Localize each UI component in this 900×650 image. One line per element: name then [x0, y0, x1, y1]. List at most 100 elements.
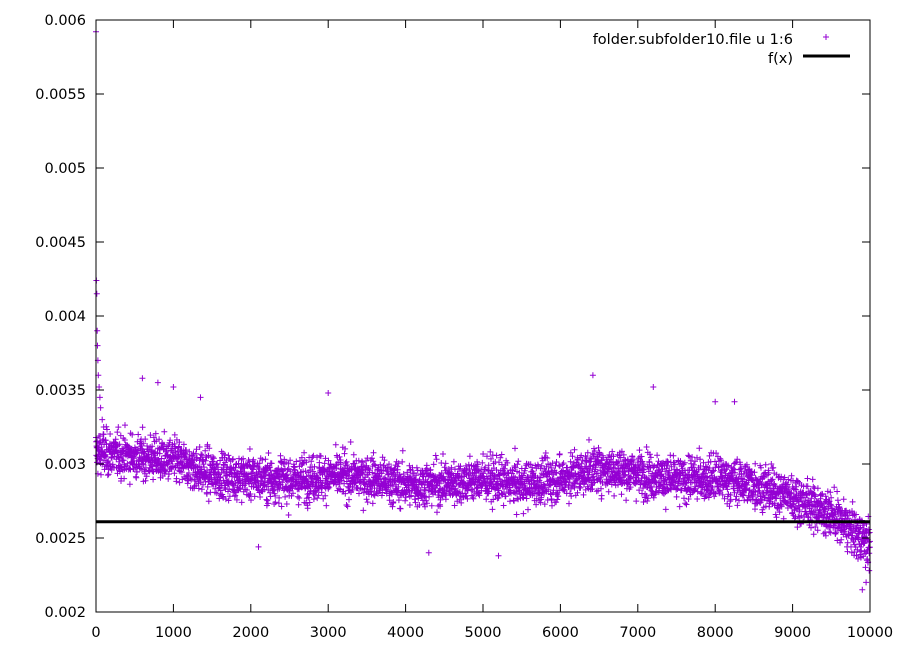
scatter-point	[866, 567, 873, 574]
scatter-point	[232, 461, 239, 468]
scatter-point	[697, 463, 704, 469]
scatter-point	[614, 461, 621, 467]
scatter-point	[556, 462, 562, 469]
scatter-point	[768, 461, 775, 467]
scatter-point	[246, 446, 253, 452]
x-tick-label: 0	[91, 625, 100, 641]
scatter-point	[527, 461, 534, 468]
scatter-point	[285, 460, 292, 467]
scatter-point	[814, 485, 821, 492]
scatter-point	[276, 485, 283, 492]
scatter-point	[150, 468, 157, 475]
scatter-point	[574, 489, 581, 496]
scatter-point	[706, 465, 713, 471]
scatter-point	[317, 453, 324, 460]
scatter-point	[438, 470, 445, 476]
scatter-point	[633, 498, 640, 505]
scatter-point	[105, 471, 112, 478]
scatter-point	[313, 488, 320, 495]
scatter-point	[589, 372, 596, 379]
scatter-point	[344, 462, 351, 468]
scatter-point	[206, 445, 213, 452]
scatter-point	[620, 451, 627, 458]
scatter-point	[803, 491, 810, 498]
scatter-point	[295, 501, 302, 508]
scatter-point	[412, 499, 419, 506]
scatter-point	[222, 496, 229, 503]
scatter-point	[702, 463, 709, 470]
scatter-point	[282, 493, 289, 500]
scatter-point	[164, 461, 171, 468]
legend: folder.subfolder10.file u 1:6 f(x)	[593, 32, 850, 67]
scatter-point	[433, 456, 440, 463]
scatter-point	[731, 469, 738, 476]
scatter-point	[267, 467, 274, 474]
scatter-point	[400, 471, 407, 477]
scatter-point	[447, 474, 454, 481]
scatter-point	[272, 492, 279, 499]
scatter-point	[731, 489, 738, 496]
scatter-point	[223, 457, 230, 463]
scatter-point	[372, 462, 379, 469]
scatter-point	[381, 457, 388, 464]
scatter-point	[109, 461, 116, 468]
scatter-point	[325, 390, 332, 396]
scatter-point	[636, 447, 643, 454]
scatter-point	[704, 473, 711, 480]
scatter-point	[520, 494, 527, 501]
scatter-point	[226, 486, 233, 492]
scatter-point	[539, 457, 546, 464]
scatter-point	[463, 492, 470, 499]
scatter-point	[844, 548, 851, 555]
scatter-point	[723, 466, 730, 473]
scatter-point	[511, 497, 518, 504]
scatter-point	[389, 483, 396, 490]
scatter-point	[203, 490, 210, 497]
scatter-point	[434, 509, 440, 516]
scatter-point	[475, 467, 482, 474]
scatter-point	[618, 448, 625, 455]
scatter-point	[209, 454, 216, 460]
scatter-point	[678, 487, 685, 493]
scatter-point	[470, 495, 477, 502]
scatter-point	[284, 466, 291, 473]
scatter-point	[139, 424, 146, 431]
scatter-point	[299, 460, 306, 467]
scatter-point	[644, 463, 651, 470]
scatter-point	[97, 404, 104, 411]
scatter-point	[115, 424, 122, 431]
scatter-point	[822, 506, 829, 513]
scatter-point	[122, 422, 128, 429]
scatter-point	[612, 464, 619, 471]
scatter-point	[560, 460, 567, 467]
scatter-point	[468, 486, 475, 493]
scatter-point	[165, 475, 172, 482]
scatter-point	[310, 496, 317, 503]
scatter-point	[655, 467, 662, 474]
scatter-point	[210, 455, 217, 462]
scatter-point	[730, 485, 737, 492]
scatter-point	[512, 464, 519, 471]
scatter-point	[717, 487, 723, 494]
scatter-point	[629, 453, 636, 460]
scatter-point	[341, 450, 348, 457]
scatter-point	[413, 472, 420, 479]
scatter-point	[493, 452, 500, 459]
scatter-point	[345, 475, 352, 482]
scatter-point	[278, 503, 285, 510]
scatter-point	[525, 506, 531, 513]
x-tick-label: 6000	[542, 625, 579, 641]
scatter-point	[422, 503, 428, 510]
scatter-point	[813, 503, 819, 510]
scatter-point	[143, 473, 150, 480]
scatter-point	[183, 447, 190, 454]
scatter-point	[248, 497, 254, 504]
scatter-point	[743, 461, 750, 468]
scatter-point	[666, 467, 673, 474]
scatter-point	[259, 456, 266, 463]
scatter-point	[185, 470, 192, 476]
scatter-point	[427, 466, 434, 473]
scatter-point	[96, 384, 103, 390]
scatter-point	[578, 460, 585, 467]
